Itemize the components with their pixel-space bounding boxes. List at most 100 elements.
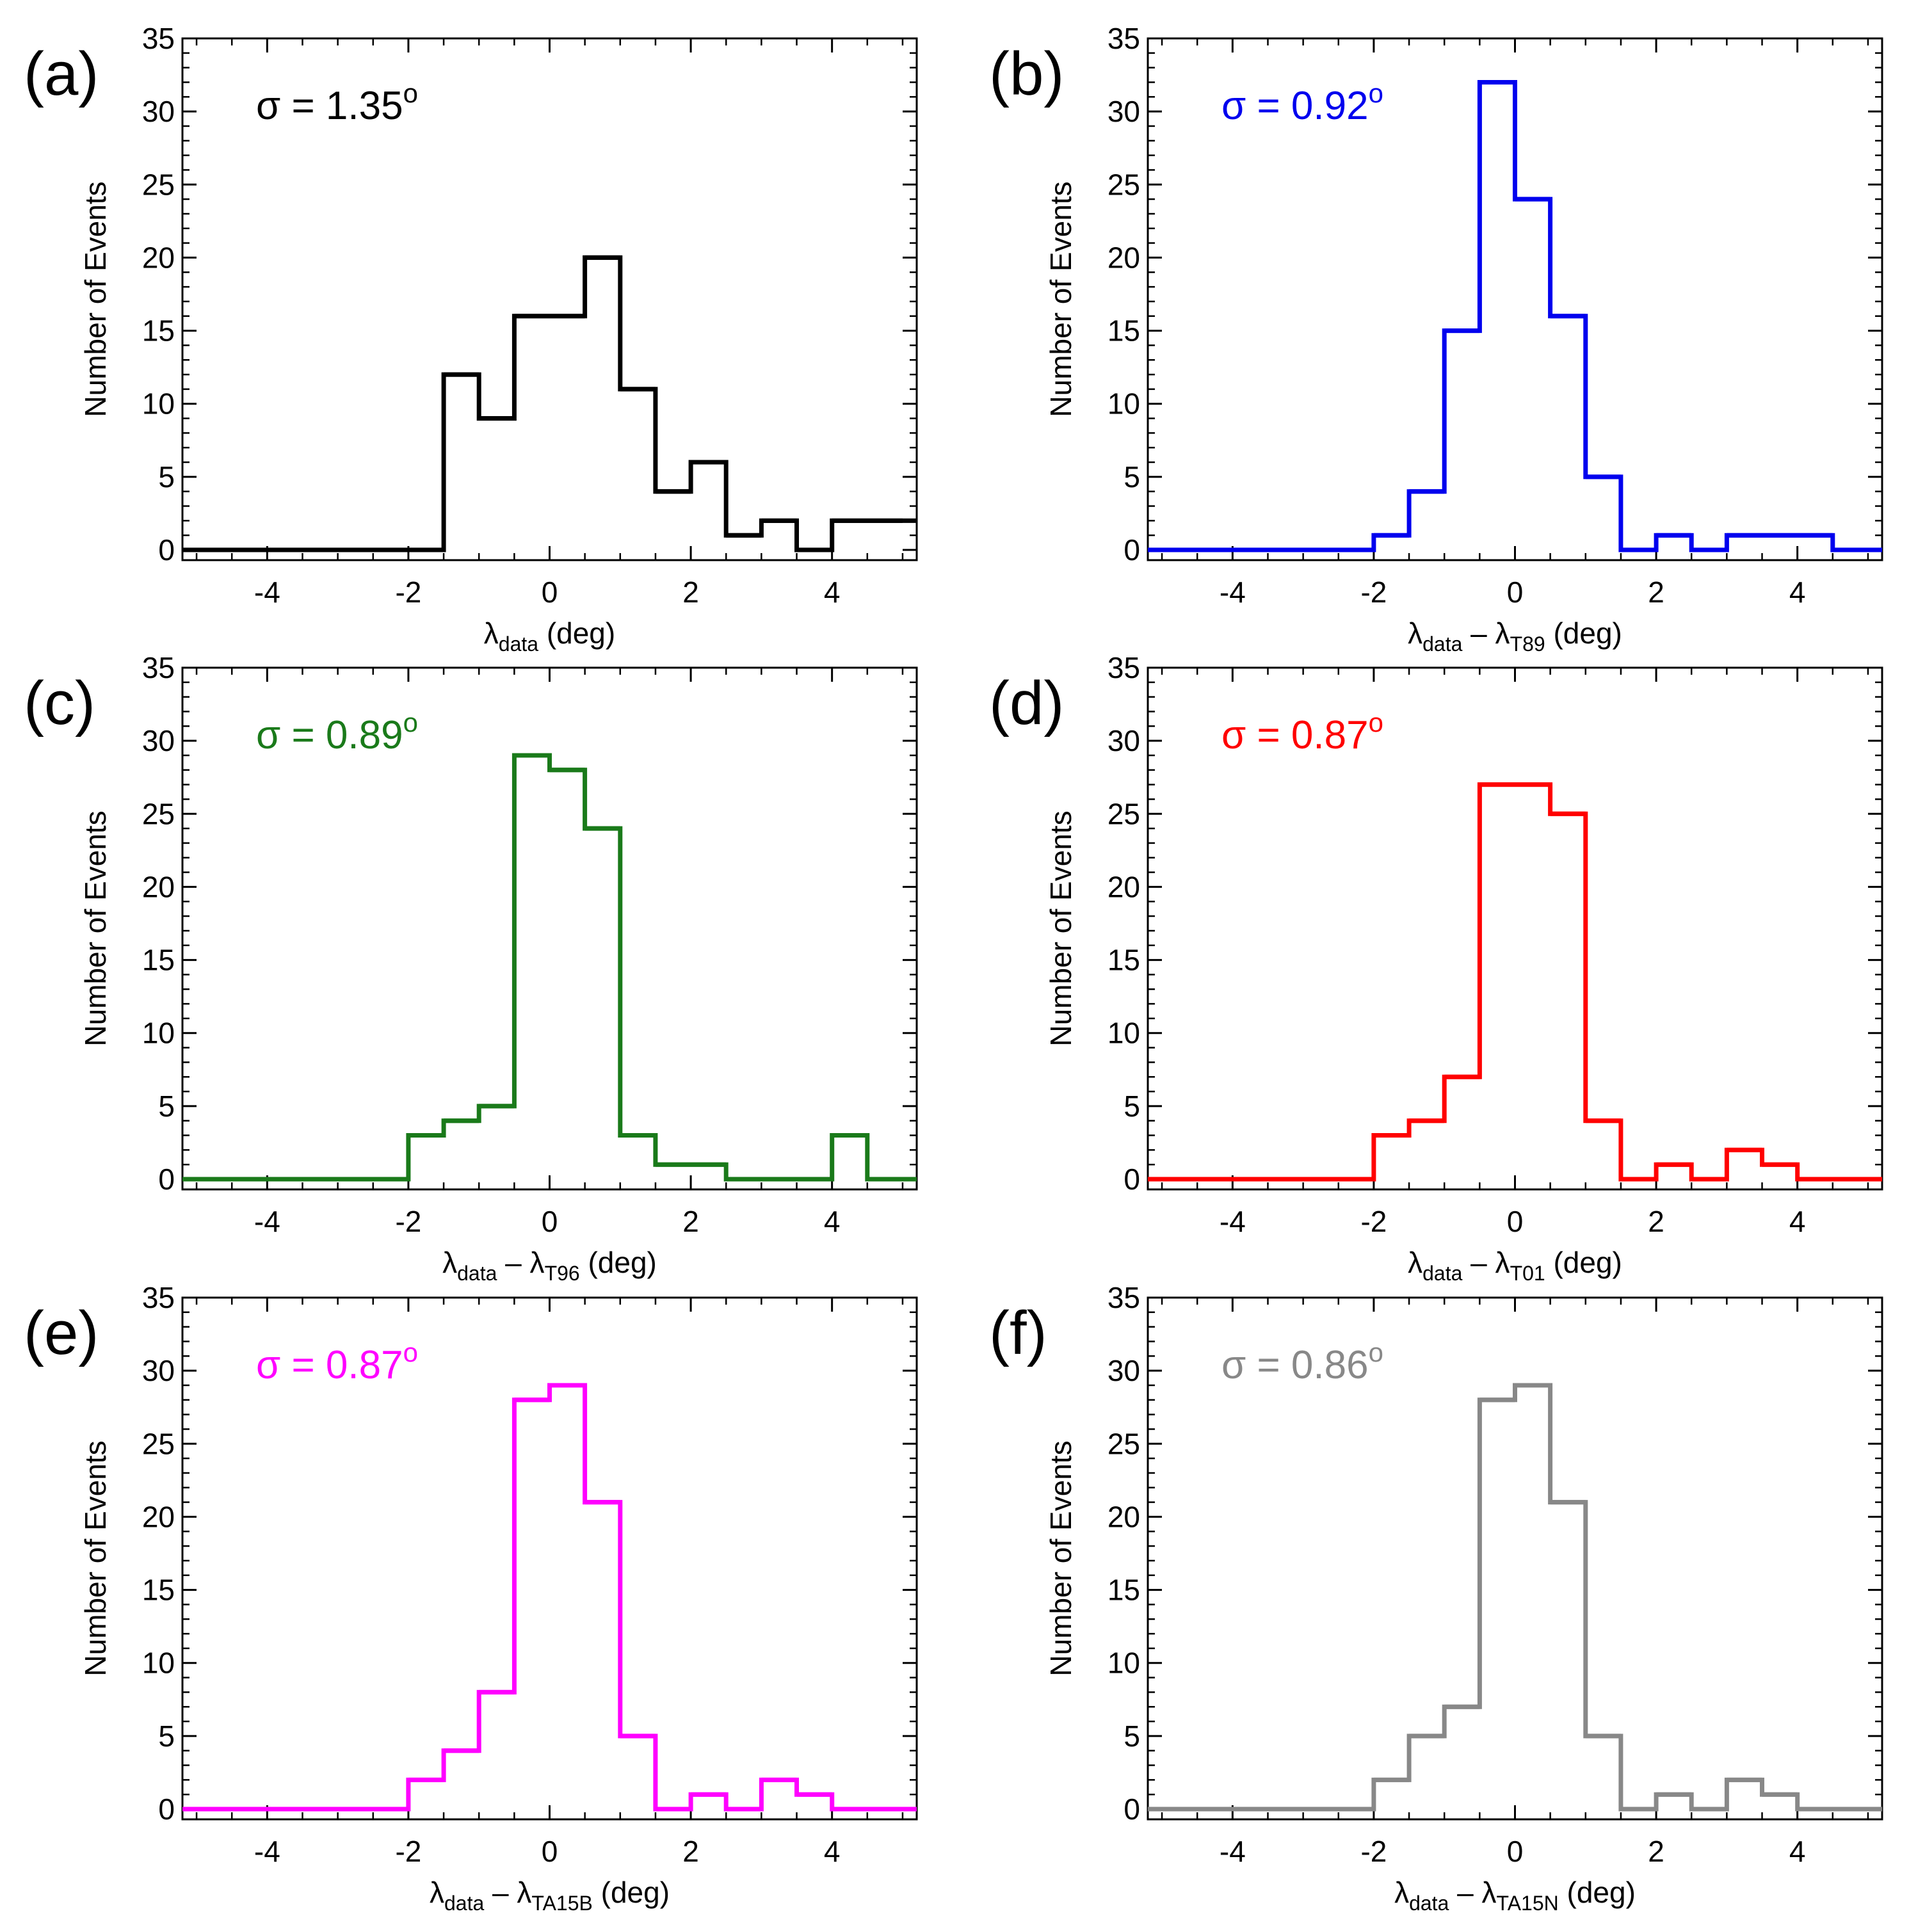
y-tick-label: 0	[1124, 1163, 1140, 1196]
sigma-annotation: σ = 0.89o	[256, 707, 418, 757]
x-tick-label: 2	[682, 1205, 699, 1238]
y-tick-label: 20	[1108, 870, 1140, 903]
panel-c: 0 5 10 15 20 25 30 35 -4 -2 0 2 4 (c) σ = 0.89o Number …	[24, 651, 918, 1285]
y-tick-label: 30	[142, 724, 175, 757]
x-tick-label: 2	[1648, 1205, 1664, 1238]
y-tick-label: 30	[1108, 1354, 1140, 1387]
panel-label: (b)	[989, 40, 1064, 108]
y-tick-label: 10	[142, 387, 175, 421]
y-tick-label: 25	[142, 1427, 175, 1460]
x-tick-label: 4	[824, 1835, 841, 1868]
x-tick-label: 4	[1789, 1205, 1806, 1238]
panel-label: (d)	[989, 669, 1064, 737]
x-tick-label: 4	[824, 576, 841, 609]
y-tick-label: 0	[158, 1163, 175, 1196]
y-tick-label: 30	[1108, 724, 1140, 757]
histogram-outline	[1148, 1383, 1882, 1812]
x-tick-label: -2	[1360, 1205, 1387, 1238]
y-tick-label: 35	[142, 22, 175, 55]
panel-label: (e)	[24, 1299, 99, 1367]
y-tick-label: 10	[1108, 1646, 1140, 1680]
sigma-annotation: σ = 0.87o	[256, 1337, 418, 1387]
y-tick-label: 30	[1108, 95, 1140, 128]
y-tick-label: 15	[1108, 944, 1140, 977]
x-axis-title: λdata – λTA15N (deg)	[1394, 1876, 1636, 1915]
x-tick-label: 4	[1789, 1835, 1806, 1868]
y-tick-label: 15	[142, 944, 175, 977]
sigma-annotation: σ = 0.92o	[1221, 78, 1383, 128]
y-tick-label: 35	[1108, 1281, 1140, 1314]
x-axis-title: λdata (deg)	[484, 616, 615, 656]
x-tick-label: 0	[1507, 1835, 1524, 1868]
y-tick-label: 5	[158, 460, 175, 494]
x-tick-label: 0	[1507, 576, 1524, 609]
y-tick-label: 15	[142, 314, 175, 348]
y-axis-title: Number of Events	[79, 810, 112, 1046]
y-tick-label: 25	[1108, 797, 1140, 830]
panel-label: (a)	[24, 40, 99, 108]
y-tick-label: 20	[142, 241, 175, 274]
histogram-outline	[1148, 782, 1882, 1182]
y-tick-label: 5	[1124, 1090, 1140, 1123]
y-tick-label: 5	[158, 1719, 175, 1753]
y-tick-label: 25	[1108, 1427, 1140, 1460]
y-tick-label: 10	[1108, 1017, 1140, 1050]
x-tick-label: -4	[254, 1205, 280, 1238]
y-tick-label: 35	[1108, 651, 1140, 684]
histogram-outline	[1148, 80, 1882, 552]
x-tick-label: 0	[542, 1835, 558, 1868]
x-tick-label: -2	[1360, 1835, 1387, 1868]
x-tick-label: -4	[254, 576, 280, 609]
x-axis-title: λdata – λTA15B (deg)	[430, 1876, 670, 1915]
x-tick-label: 0	[542, 576, 558, 609]
histogram-outline	[182, 1383, 917, 1812]
x-tick-label: 2	[1648, 1835, 1664, 1868]
x-tick-label: -2	[395, 1835, 421, 1868]
x-tick-label: 4	[1789, 576, 1806, 609]
x-axis-title: λdata – λT89 (deg)	[1408, 616, 1622, 656]
y-tick-label: 0	[1124, 1792, 1140, 1826]
x-tick-label: 2	[682, 576, 699, 609]
y-tick-label: 10	[1108, 387, 1140, 421]
x-tick-label: -2	[1360, 576, 1387, 609]
y-tick-label: 30	[142, 95, 175, 128]
y-tick-label: 25	[142, 797, 175, 830]
x-tick-label: -2	[395, 576, 421, 609]
y-tick-label: 5	[1124, 460, 1140, 494]
y-tick-label: 20	[1108, 1500, 1140, 1533]
y-tick-label: 20	[142, 1500, 175, 1533]
histogram-outline	[182, 753, 917, 1182]
panel-label: (c)	[24, 669, 95, 737]
y-tick-label: 15	[142, 1574, 175, 1607]
y-axis-title: Number of Events	[1044, 1440, 1077, 1676]
y-axis-title: Number of Events	[79, 1440, 112, 1676]
y-tick-label: 35	[1108, 22, 1140, 55]
panel-f: 0 5 10 15 20 25 30 35 -4 -2 0 2 4 (f) σ = 0.86o Number …	[989, 1281, 1883, 1915]
x-tick-label: -4	[1220, 1835, 1246, 1868]
sigma-annotation: σ = 0.87o	[1221, 707, 1383, 757]
panel-a: 0 5 10 15 20 25 30 35 -4 -2 0 2 4 (a) σ = 1.35o Number …	[24, 22, 918, 656]
x-tick-label: -4	[254, 1835, 280, 1868]
y-tick-label: 25	[142, 168, 175, 201]
histogram-outline	[182, 255, 917, 552]
y-tick-label: 25	[1108, 168, 1140, 201]
y-axis-title: Number of Events	[1044, 810, 1077, 1046]
x-tick-label: 0	[1507, 1205, 1524, 1238]
sigma-annotation: σ = 0.86o	[1221, 1337, 1383, 1387]
x-tick-label: 2	[1648, 576, 1664, 609]
x-tick-label: 2	[682, 1835, 699, 1868]
y-tick-label: 0	[1124, 533, 1140, 567]
x-tick-label: 4	[824, 1205, 841, 1238]
y-tick-label: 35	[142, 1281, 175, 1314]
y-tick-label: 0	[158, 1792, 175, 1826]
y-tick-label: 10	[142, 1646, 175, 1680]
panel-e: 0 5 10 15 20 25 30 35 -4 -2 0 2 4 (e) σ = 0.87o Number …	[24, 1281, 918, 1915]
y-tick-label: 0	[158, 533, 175, 567]
panel-label: (f)	[989, 1299, 1047, 1367]
y-tick-label: 15	[1108, 1574, 1140, 1607]
x-axis-title: λdata – λT01 (deg)	[1408, 1246, 1622, 1285]
panel-d: 0 5 10 15 20 25 30 35 -4 -2 0 2 4 (d) σ = 0.87o Number …	[989, 651, 1883, 1285]
y-tick-label: 15	[1108, 314, 1140, 348]
y-axis-title: Number of Events	[79, 181, 112, 417]
